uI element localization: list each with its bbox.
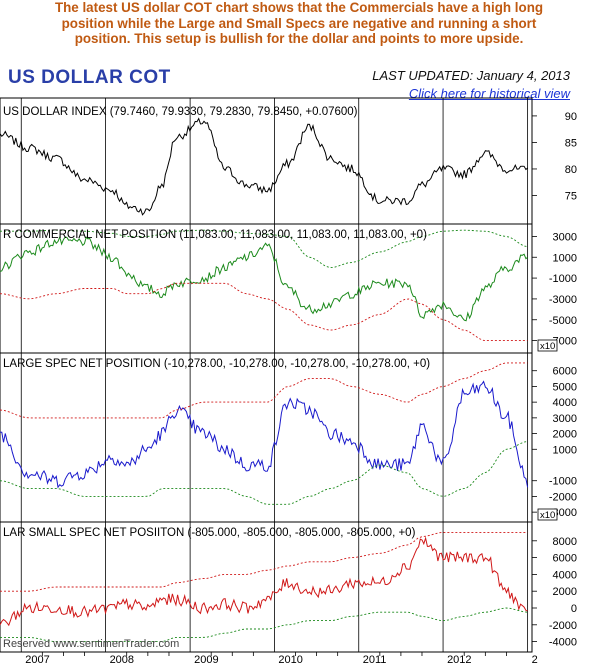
y-tick-label: 6000: [553, 366, 577, 378]
chart-panels: US DOLLAR INDEX (79.7460, 79.9330, 79.28…: [0, 106, 577, 649]
y-tick-label: -5000: [549, 315, 577, 327]
y-tick-label: -4000: [549, 637, 577, 649]
year-gridlines: [20, 98, 529, 652]
credit-text: Reserved www.sentimenTrader.com: [3, 638, 179, 650]
panel-title: US DOLLAR INDEX (79.7460, 79.9330, 79.28…: [3, 106, 358, 118]
upper-band-line: [0, 362, 528, 419]
y-tick-label: 1000: [553, 252, 577, 264]
y-tick-label: -2000: [549, 620, 577, 632]
x-tick-label: 2008: [110, 654, 134, 666]
lower-band-line: [0, 282, 528, 342]
panel-4: [0, 531, 528, 643]
y-tick-label: 8000: [553, 536, 577, 548]
y-tick-label: 3000: [553, 231, 577, 243]
y-tick-label: 4000: [553, 397, 577, 409]
y-tick-label: 2000: [553, 586, 577, 598]
x-tick-label: 2007: [25, 654, 49, 666]
headline-line-1: The latest US dollar COT chart shows tha…: [54, 0, 544, 15]
multiplier-label: x10: [540, 510, 555, 521]
y-tick-label: 80: [565, 164, 577, 176]
y-tick-label: 5000: [553, 381, 577, 393]
large-spec-line: [0, 380, 529, 489]
x-tick-label: 2009: [194, 654, 218, 666]
headline: The latest US dollar COT chart shows tha…: [0, 0, 598, 47]
y-tick-label: -2000: [549, 491, 577, 503]
last-updated: LAST UPDATED: January 4, 2013: [372, 68, 570, 83]
upper-band-line: [0, 531, 528, 592]
chart-title: US DOLLAR COT: [8, 67, 171, 88]
commercial-line: [0, 235, 528, 322]
headline-line-2: position while the Large and Small Specs…: [61, 15, 537, 31]
x-tick-label: 2: [532, 654, 538, 666]
y-tick-label: 75: [565, 190, 577, 202]
x-axis: 2007 2008 2009 2010 2011 2012 2: [25, 652, 538, 666]
y-tick-label: 85: [565, 137, 577, 149]
y-tick-label: 1000: [553, 444, 577, 456]
y-tick-label: -1000: [549, 476, 577, 488]
multiplier-box: [537, 508, 558, 521]
y-tick-label: 90: [565, 111, 577, 123]
lower-band-line: [0, 607, 528, 643]
historical-view-link[interactable]: Click here for historical view: [408, 86, 570, 101]
panel-3: [0, 362, 529, 505]
y-tick-label: 4000: [553, 569, 577, 581]
lower-band-line: [0, 440, 528, 505]
y-tick-label: 3000: [553, 413, 577, 425]
x-tick-label: 2010: [278, 654, 302, 666]
chart-frame: [0, 97, 533, 653]
panel-title: LAR SMALL SPEC NET POSIITON (-805.000, -…: [3, 527, 416, 539]
upper-band-line: [0, 229, 528, 269]
x-tick-label: 2012: [447, 654, 471, 666]
y-tick-label: 2000: [553, 429, 577, 441]
panel-title: LARGE SPEC NET POSITION (-10,278.00, -10…: [3, 358, 430, 370]
y-tick-label: -1000: [549, 273, 577, 285]
panel-2: [0, 229, 528, 342]
x-tick-label: 2011: [363, 654, 387, 666]
headline-line-3: position. This setup is bullish for the …: [74, 31, 524, 46]
y-tick-label: 0: [571, 603, 577, 615]
index-line: [0, 117, 528, 216]
multiplier-label: x10: [540, 341, 555, 352]
multiplier-box: [537, 339, 558, 352]
y-tick-label: 6000: [553, 553, 577, 565]
y-tick-label: -3000: [549, 294, 577, 306]
panel-title: R COMMERCIAL NET POSITION (11,083.00, 11…: [3, 229, 427, 241]
small-spec-line: [0, 536, 528, 627]
panel-1: [0, 117, 528, 216]
